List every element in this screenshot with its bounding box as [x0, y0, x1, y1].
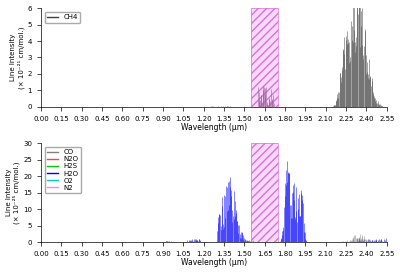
- X-axis label: Wavelength (μm): Wavelength (μm): [181, 259, 247, 268]
- Y-axis label: Line Intensity
(× 10⁻²⁵ cm/mol.): Line Intensity (× 10⁻²⁵ cm/mol.): [6, 161, 20, 224]
- Y-axis label: Line Intensity
(× 10⁻²¹ cm/mol.): Line Intensity (× 10⁻²¹ cm/mol.): [10, 26, 25, 89]
- Bar: [251, 143, 278, 242]
- Bar: [251, 8, 278, 107]
- X-axis label: Wavelength (μm): Wavelength (μm): [181, 123, 247, 132]
- Bar: [251, 143, 278, 242]
- Bar: [251, 8, 278, 107]
- Legend: CO, N2O, H2S, H2O, O2, N2: CO, N2O, H2S, H2O, O2, N2: [44, 147, 81, 193]
- Legend: CH4: CH4: [44, 11, 80, 23]
